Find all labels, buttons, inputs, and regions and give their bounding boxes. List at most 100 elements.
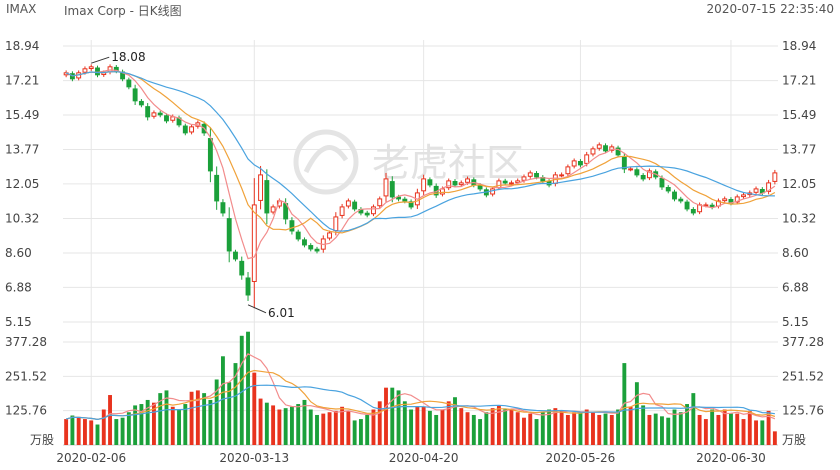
volume-bar — [766, 410, 771, 445]
volume-bar — [321, 413, 326, 445]
price-tick-right: 6.88 — [782, 280, 809, 294]
volume-bar — [340, 406, 345, 445]
date-tick: 2020-05-26 — [546, 451, 616, 465]
candle-body — [345, 200, 351, 207]
candle-body — [596, 144, 602, 149]
annotations: 18.08 6.01 — [91, 50, 295, 320]
annotation-leader — [91, 56, 110, 64]
candle-body — [741, 194, 746, 198]
volume-bar — [283, 408, 288, 445]
volume-bar — [528, 413, 533, 445]
candle-body — [295, 231, 301, 240]
price-tick-right: 10.32 — [782, 212, 816, 226]
candle-body — [352, 201, 358, 210]
candle-body — [590, 148, 596, 155]
candle-body — [527, 172, 533, 177]
volume-bar — [239, 335, 244, 445]
volume-bar — [83, 419, 87, 445]
candle-body — [207, 138, 213, 172]
volume-bar — [70, 415, 75, 445]
candle-body — [383, 178, 389, 197]
volume-bar — [258, 398, 263, 445]
volume-bar — [327, 412, 332, 445]
candle-body — [132, 88, 138, 102]
volume-bar — [95, 424, 100, 445]
candle-body — [521, 176, 527, 181]
candle-body — [665, 187, 671, 192]
candle-body — [145, 106, 151, 118]
volume-bar — [308, 409, 313, 445]
watermark-text: 老虎社区 — [372, 141, 524, 185]
volume-bar — [296, 404, 301, 445]
volume-bar — [114, 419, 119, 445]
price-tick-right: 17.21 — [782, 74, 816, 88]
volume-bar — [145, 399, 150, 445]
ma10-line — [65, 71, 776, 234]
volume-bar — [101, 409, 106, 445]
candle-body — [458, 182, 464, 186]
price-tick-right: 13.77 — [782, 142, 816, 156]
volume-bar — [352, 420, 357, 445]
ticker-label: IMAX — [6, 2, 37, 16]
candle-body — [634, 169, 640, 176]
price-tick-right: 8.60 — [782, 246, 809, 260]
volume-bar — [540, 412, 545, 445]
candle-body — [308, 245, 314, 250]
volume-bar — [277, 409, 282, 445]
candle-body — [220, 202, 226, 214]
volume-bar — [735, 413, 740, 445]
volume-bar — [641, 405, 646, 445]
candle-body — [709, 204, 715, 208]
volume-bar — [465, 412, 470, 445]
volume-bar — [133, 405, 138, 445]
volume-bar — [678, 412, 683, 445]
volume-bar — [509, 409, 514, 445]
candle-body — [314, 248, 320, 252]
volume-bar — [484, 412, 489, 445]
candle-body — [559, 174, 565, 177]
volume-bar — [490, 408, 495, 445]
volume-bar — [710, 409, 715, 445]
volume-bar — [722, 409, 727, 445]
candle-body — [264, 180, 270, 214]
volume-tick-right: 251.52 — [782, 369, 824, 383]
volume-bar — [609, 414, 614, 445]
candle-body — [364, 212, 370, 216]
volume-bar — [478, 419, 483, 445]
volume-tick-left: 125.76 — [5, 404, 47, 418]
candle-body — [333, 216, 339, 232]
volume-bar — [214, 379, 219, 445]
price-tick-left: 12.05 — [5, 177, 39, 191]
grid-lines — [63, 40, 778, 446]
candle-body — [565, 166, 571, 175]
candle-body — [377, 198, 383, 207]
candle-body — [214, 174, 220, 202]
candle-body — [157, 112, 163, 116]
price-tick-left: 15.49 — [5, 108, 39, 122]
candle-body — [465, 178, 470, 183]
candle-body — [302, 239, 307, 246]
price-tick-left: 6.88 — [5, 280, 32, 294]
volume-bar — [302, 399, 307, 445]
candle-body — [88, 66, 94, 70]
volume-bar — [390, 387, 395, 445]
price-tick-left: 17.21 — [5, 74, 39, 88]
volume-bar — [716, 414, 721, 445]
candle-body — [477, 185, 483, 190]
volume-bar — [534, 419, 539, 445]
annotation-label: 6.01 — [268, 306, 295, 320]
candle-body — [189, 126, 195, 133]
volume-bar — [371, 409, 376, 445]
candle-body — [534, 172, 539, 178]
candle-body — [421, 178, 427, 192]
volume-bar — [616, 409, 621, 445]
candle-body — [659, 177, 665, 188]
candle-body — [427, 179, 433, 186]
axis-labels: 18.94 18.94 17.21 17.21 15.49 15.49 13.77 13.77… — [5, 39, 824, 465]
date-tick: 2020-06-30 — [696, 451, 766, 465]
volume-bar — [189, 391, 194, 445]
volume-bar — [108, 395, 112, 445]
candle-body — [126, 79, 132, 88]
volume-bar — [459, 408, 464, 445]
